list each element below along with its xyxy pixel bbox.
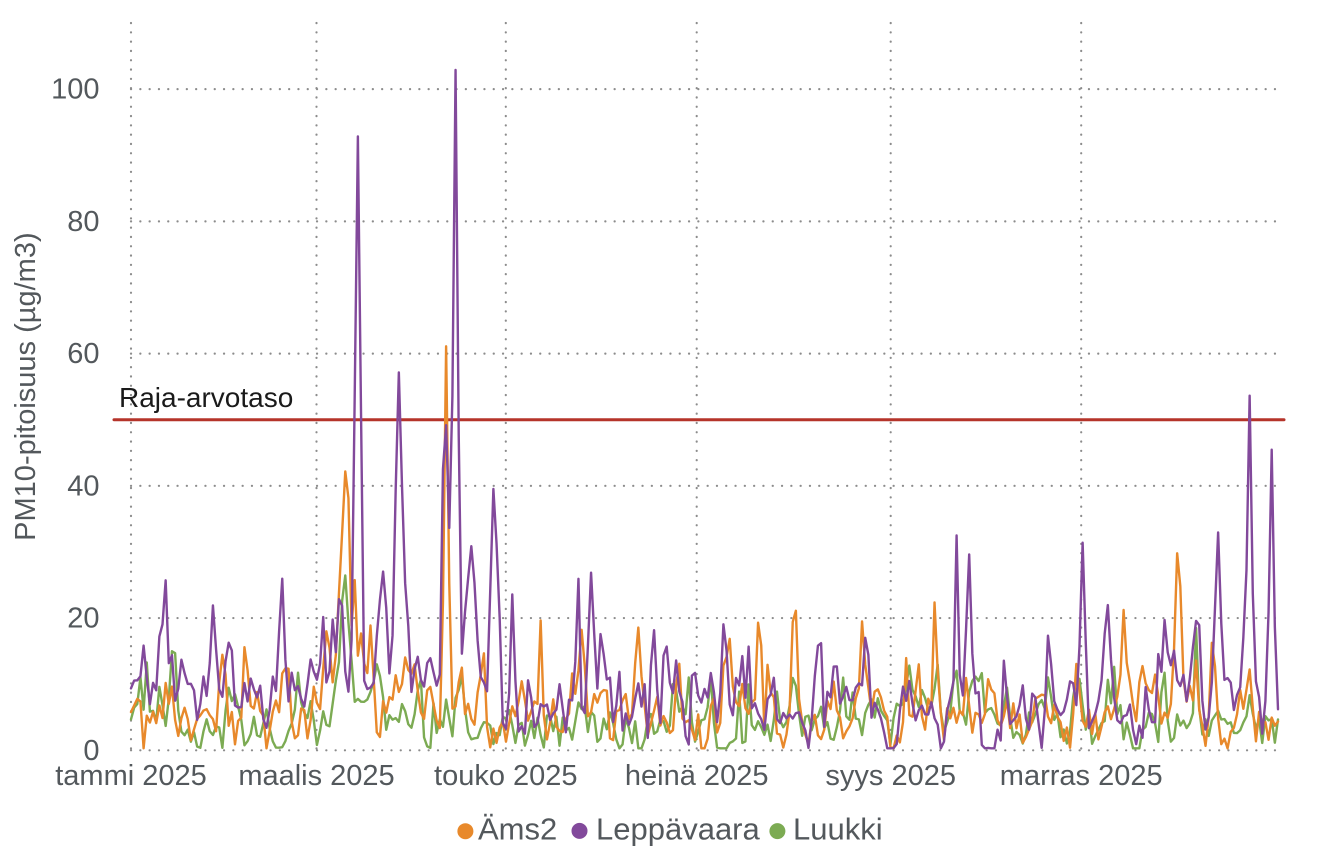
svg-text:40: 40 [67,470,99,502]
svg-text:100: 100 [51,74,99,106]
svg-text:marras 2025: marras 2025 [1000,760,1163,792]
svg-text:80: 80 [67,206,99,238]
svg-text:Leppävaara: Leppävaara [596,812,761,847]
svg-text:tammi 2025: tammi 2025 [55,760,207,792]
svg-text:Raja-arvotaso: Raja-arvotaso [119,382,293,413]
svg-text:Luukki: Luukki [793,812,883,847]
svg-text:heinä 2025: heinä 2025 [625,760,769,792]
svg-text:syys 2025: syys 2025 [825,760,956,792]
svg-text:touko 2025: touko 2025 [434,760,578,792]
svg-text:Äms2: Äms2 [478,812,557,847]
svg-text:20: 20 [67,603,99,635]
svg-text:maalis 2025: maalis 2025 [238,760,394,792]
svg-text:60: 60 [67,338,99,370]
svg-text:PM10-pitoisuus (µg/m3): PM10-pitoisuus (µg/m3) [10,232,42,540]
